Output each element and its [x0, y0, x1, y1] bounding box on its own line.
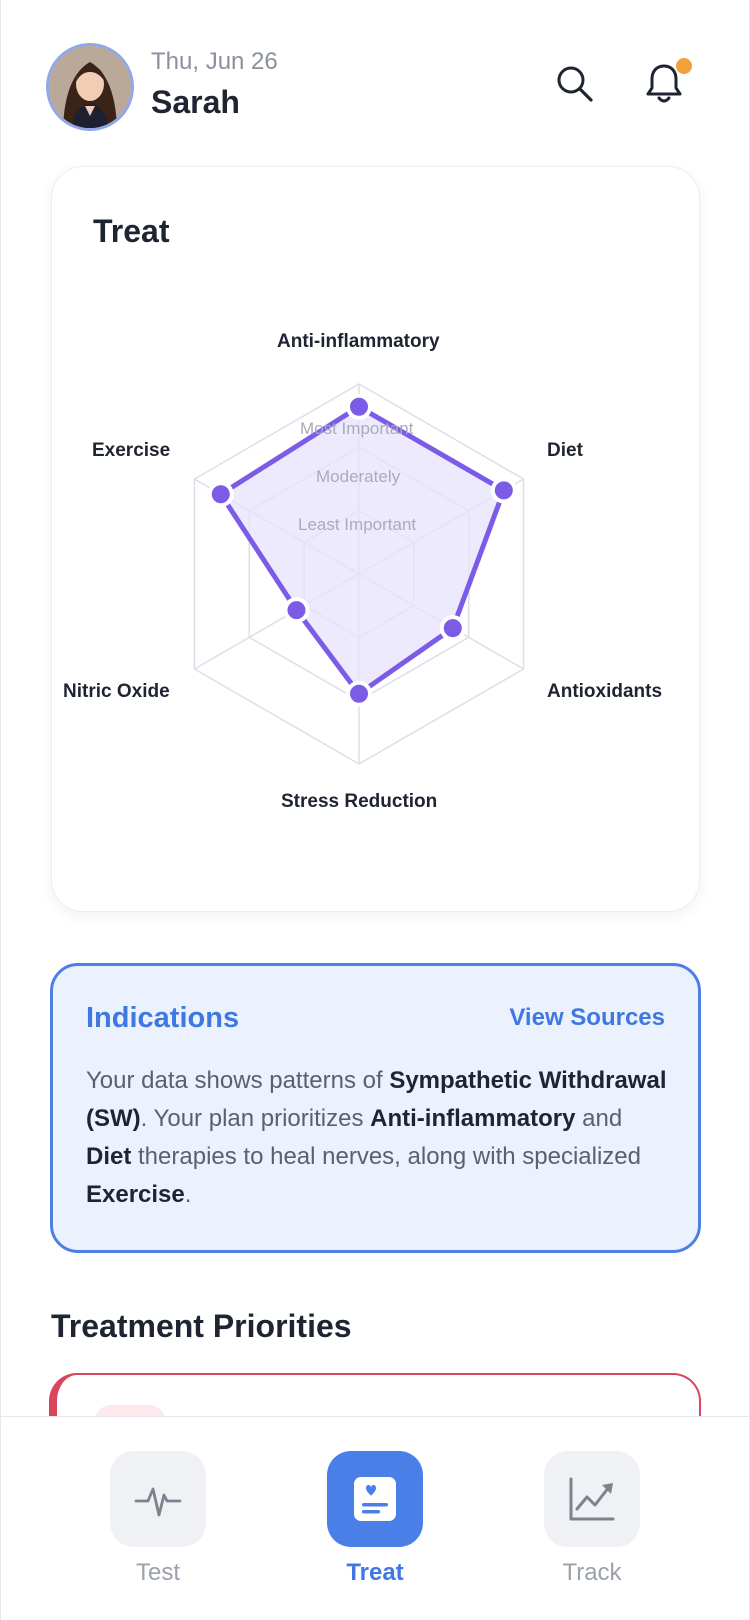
bell-icon [646, 64, 682, 103]
radar-point-1 [490, 477, 517, 504]
radar-series-area [218, 404, 507, 697]
indications-text: Your data shows patterns of Sympathetic … [86, 1067, 667, 1208]
heart-clipboard-icon [354, 1477, 396, 1521]
axis-label-exercise: Exercise [92, 440, 171, 461]
notification-badge [676, 58, 692, 74]
nav-label-test: Test [135, 1559, 180, 1586]
radar-point-4 [283, 597, 310, 624]
card-title: Treat [93, 213, 170, 249]
main-content: Treat Most Important Moderately Least Im… [1, 160, 749, 1416]
view-sources-link[interactable]: View Sources [509, 1004, 665, 1031]
highlight-condition: Sympathetic Withdrawal (SW) [86, 1067, 667, 1132]
priority-icon [95, 1405, 165, 1416]
search-icon [557, 66, 593, 102]
radar-point-5 [207, 481, 234, 508]
highlight-therapy: Exercise [86, 1181, 185, 1208]
indications-title: Indications [86, 1002, 240, 1034]
avatar[interactable] [46, 43, 134, 131]
axis-label-diet: Diet [547, 440, 583, 461]
axis-label-anti-inflammatory: Anti-inflammatory [277, 331, 440, 352]
nav-label-treat: Treat [346, 1559, 404, 1586]
priority-card[interactable] [49, 1373, 701, 1416]
trend-chart-icon [569, 1477, 615, 1521]
nav-button-track[interactable] [544, 1451, 640, 1547]
nav-item-track[interactable]: Track [531, 1451, 651, 1601]
radar-point-0 [346, 393, 372, 420]
user-name: Sarah [151, 84, 240, 120]
ring-label-least-important: Least Important [298, 515, 417, 534]
radar-chart [193, 383, 525, 765]
highlight-therapy: Diet [86, 1143, 132, 1170]
axis-label-nitric-oxide: Nitric Oxide [63, 681, 170, 702]
ring-label-most-important: Most Important [300, 419, 414, 438]
pulse-icon [134, 1487, 182, 1517]
nav-button-treat[interactable] [327, 1451, 423, 1547]
nav-item-test[interactable]: Test [97, 1451, 217, 1601]
axis-label-antioxidants: Antioxidants [547, 681, 663, 702]
bottom-nav: Test Treat Track [1, 1416, 749, 1620]
radar-point-2 [439, 615, 466, 642]
highlight-therapy: Anti-inflammatory [370, 1105, 576, 1132]
header: Thu, Jun 26 Sarah [1, 0, 749, 160]
radar-point-3 [346, 680, 372, 707]
axis-label-stress-reduction: Stress Reduction [281, 791, 438, 812]
notifications-button[interactable] [642, 60, 686, 106]
current-date: Thu, Jun 26 [151, 48, 278, 75]
nav-button-test[interactable] [110, 1451, 206, 1547]
ring-label-moderately: Moderately [316, 467, 401, 486]
section-title: Treatment Priorities [51, 1308, 352, 1344]
indications-card: Indications View Sources Your data shows… [50, 963, 701, 1253]
search-button[interactable] [553, 62, 597, 106]
treat-radar-card: Treat Most Important Moderately Least Im… [51, 166, 700, 912]
nav-label-track: Track [562, 1559, 622, 1586]
nav-item-treat[interactable]: Treat [314, 1451, 434, 1601]
